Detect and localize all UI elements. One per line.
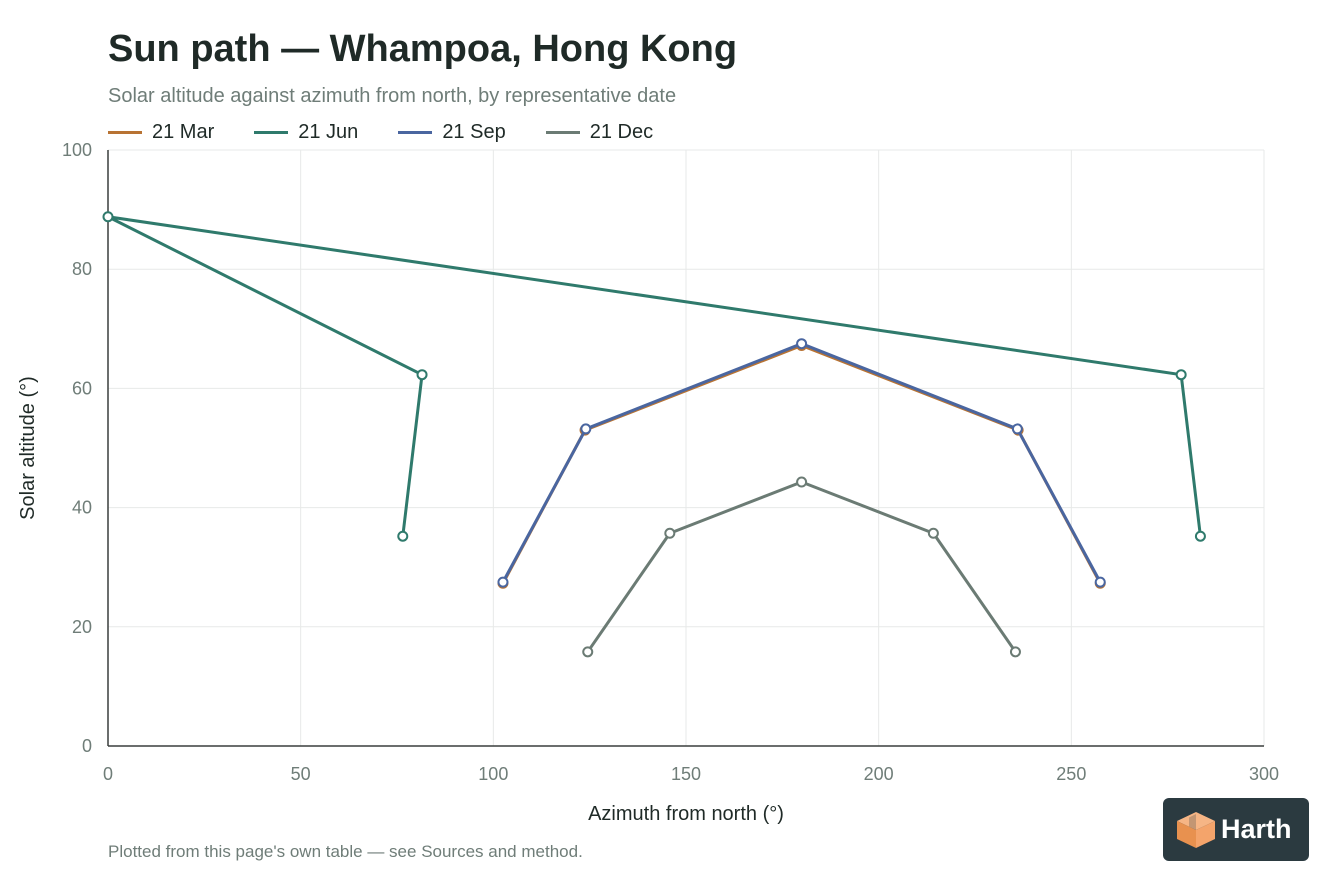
data-point-1-4 [1194, 530, 1206, 542]
data-point-3-4 [1009, 646, 1021, 658]
data-point-3-2 [796, 476, 808, 488]
data-point-1-3 [1175, 369, 1187, 381]
chart-title: Sun path — Whampoa, Hong Kong [108, 28, 738, 70]
footnote: Plotted from this page's own table — see… [108, 842, 583, 861]
legend-swatch-jun [254, 130, 289, 134]
data-point-1-1 [416, 369, 428, 381]
series-line-1 [106, 215, 1202, 538]
y-tick-label: 0 [82, 736, 92, 756]
logo-text: Harth [1221, 814, 1292, 844]
chart-subtitle: Solar altitude against azimuth from nort… [108, 85, 677, 107]
data-point-1-2 [102, 211, 114, 223]
cube-logo-icon [1177, 811, 1215, 848]
harth-logo: Harth [1163, 798, 1309, 861]
series-line-2 [501, 342, 1102, 584]
legend-item-sep: 21 Sep [398, 120, 506, 144]
y-tick-label: 60 [72, 378, 92, 398]
legend-label-mar: 21 Mar [152, 120, 215, 143]
data-point-2-1 [580, 423, 592, 435]
y-axis-label: Solar altitude (°) [17, 376, 39, 520]
x-tick-label: 250 [1056, 764, 1086, 784]
y-tick-label: 20 [72, 617, 92, 637]
data-point-2-4 [1094, 576, 1106, 588]
legend-swatch-sep [398, 130, 433, 134]
data-point-1-0 [397, 530, 409, 542]
legend-label-jun: 21 Jun [298, 120, 359, 143]
data-point-3-3 [927, 527, 939, 539]
y-tick-label: 40 [72, 498, 92, 518]
data-point-2-0 [497, 576, 509, 588]
series-line-0 [501, 343, 1102, 585]
chart-legend: 21 Mar 21 Jun 21 Sep 21 Dec [108, 119, 693, 145]
x-tick-label: 0 [103, 764, 113, 784]
data-point-2-2 [796, 338, 808, 350]
axis-layer: 0 50 100 150 200 250 300 0 20 40 60 80 100 [62, 140, 1279, 784]
x-tick-label: 300 [1249, 764, 1279, 784]
legend-swatch-dec [545, 130, 580, 134]
data-point-3-1 [664, 527, 676, 539]
y-tick-label: 80 [72, 259, 92, 279]
x-tick-label: 200 [864, 764, 894, 784]
legend-item-mar: 21 Mar [108, 121, 214, 144]
x-tick-label: 100 [478, 764, 508, 784]
grid-layer [108, 149, 1265, 746]
legend-item-jun: 21 Jun [254, 121, 358, 144]
x-tick-label: 50 [291, 764, 311, 784]
legend-item-dec: 21 Dec [545, 120, 654, 144]
data-point-3-0 [582, 646, 594, 658]
legend-label-sep: 21 Sep [442, 120, 506, 143]
series-layer [102, 211, 1206, 658]
legend-swatch-mar [108, 130, 142, 134]
y-tick-label: 100 [62, 140, 92, 160]
legend-label-dec: 21 Dec [589, 120, 654, 143]
data-point-2-3 [1011, 423, 1023, 435]
x-tick-label: 150 [671, 764, 701, 784]
x-axis-label: Azimuth from north (°) [588, 803, 784, 825]
